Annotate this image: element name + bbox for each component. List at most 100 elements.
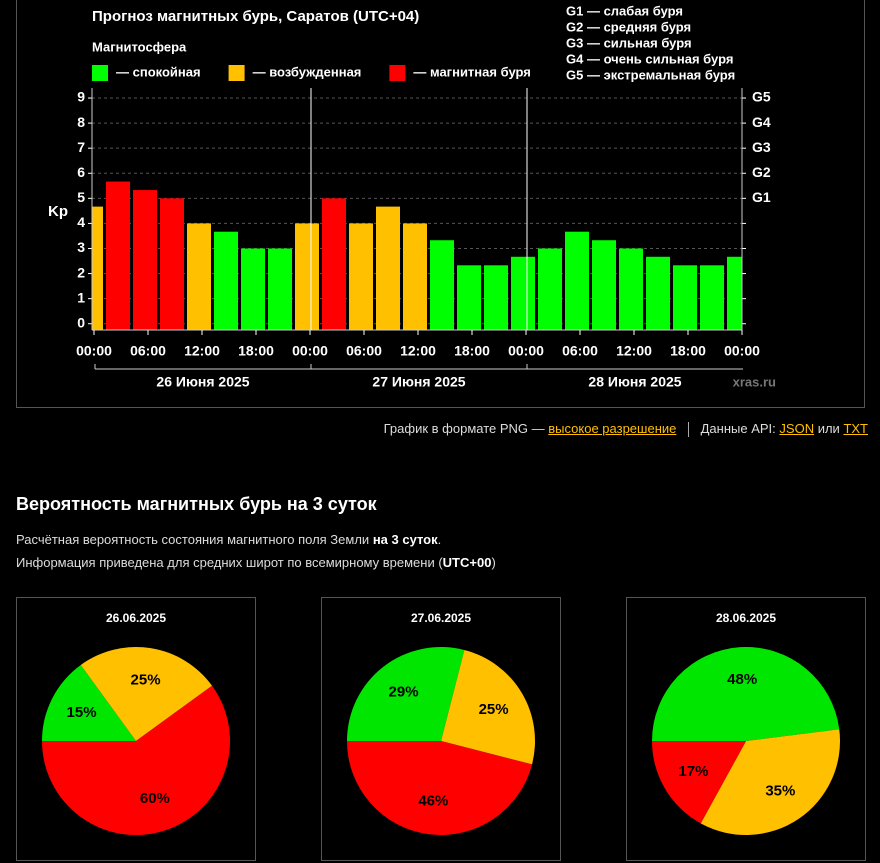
pie-label: 48% (727, 671, 757, 688)
separator (688, 422, 689, 438)
paragraph: Расчётная вероятность состояния магнитно… (16, 532, 441, 547)
bar (268, 248, 292, 330)
x-tick-label: 00:00 (724, 343, 760, 359)
chart-title: Прогноз магнитных бурь, Саратов (UTC+04) (92, 8, 419, 25)
text: Информация приведена для средних широт п… (16, 555, 443, 570)
y-tick-label: 0 (77, 314, 85, 330)
y-tick-label: 2 (77, 264, 85, 280)
pie-title: 27.06.2025 (411, 611, 471, 625)
legend-swatch (92, 65, 108, 81)
g-legend: G3 — сильная буря (566, 35, 692, 50)
y2-tick-label: G1 (752, 189, 771, 205)
y-tick-label: 6 (77, 164, 85, 180)
bar (430, 240, 454, 330)
day-label: 26 Июня 2025 (156, 374, 249, 390)
y-tick-label: 9 (77, 89, 85, 105)
pie-slice (42, 685, 231, 835)
pie-slice (652, 741, 746, 824)
g-legend: G1 — слабая буря (566, 3, 683, 18)
bar (619, 248, 643, 330)
pie-title: 28.06.2025 (716, 611, 776, 625)
y-tick-label: 4 (77, 214, 85, 230)
x-tick-label: 18:00 (454, 343, 490, 359)
pie-label: 46% (418, 793, 448, 810)
pie-chart: 28.06.2025 48% 35% 17% (652, 611, 840, 835)
y2-tick-label: G5 (752, 89, 771, 105)
bar (187, 223, 211, 330)
link[interactable]: высокое разрешение (548, 421, 677, 436)
pie-chart: 27.06.2025 29% 25% 46% (347, 611, 535, 835)
bar (673, 265, 697, 330)
pie-label: 29% (389, 684, 419, 701)
pie-slice (700, 729, 840, 835)
links: График в формате PNG — высокое разрешени… (384, 421, 868, 438)
legend-swatch (228, 65, 245, 81)
bold: UTC+00 (442, 555, 492, 570)
x-tick-label: 00:00 (76, 343, 112, 359)
x-tick-label: 06:00 (130, 343, 166, 359)
bar (349, 223, 373, 330)
x-tick-label: 18:00 (238, 343, 274, 359)
bar (376, 206, 400, 330)
text: Данные API: (700, 421, 776, 436)
y-tick-label: 7 (77, 139, 85, 155)
pie-slice (347, 741, 533, 835)
pie-box: 27.06.2025 29% 25% 46% (321, 597, 561, 861)
bar (592, 240, 616, 330)
bar (295, 223, 319, 330)
y-tick-label: 3 (77, 239, 85, 255)
link[interactable]: JSON (779, 421, 815, 436)
text: или (817, 421, 840, 436)
bar (646, 256, 670, 330)
bar (403, 223, 427, 330)
bar (322, 198, 346, 330)
bar (92, 206, 103, 330)
pie-slice (42, 664, 136, 741)
x-tick-label: 06:00 (562, 343, 598, 359)
pie-slice (347, 647, 465, 741)
y-axis-label: Kp (48, 203, 68, 220)
pie-slice (441, 649, 535, 765)
y-tick-label: 1 (77, 289, 85, 305)
pie-label: 25% (479, 701, 509, 718)
y2-tick-label: G2 (752, 164, 771, 180)
bar (241, 248, 265, 330)
bar (133, 190, 157, 330)
day-label: 27 Июня 2025 (372, 374, 465, 390)
text: Расчётная вероятность состояния магнитно… (16, 532, 370, 547)
bars (92, 181, 742, 330)
chart-frame (16, 0, 865, 408)
link[interactable]: TXT (843, 421, 868, 436)
g-legend: G4 — очень сильная буря (566, 51, 733, 66)
bar (538, 248, 562, 330)
pie-box: 28.06.2025 48% 35% 17% (626, 597, 866, 861)
bar (565, 231, 589, 330)
day-label: 28 Июня 2025 (588, 374, 681, 390)
legend-swatch (389, 65, 406, 81)
g-legend: G5 — экстремальная буря (566, 67, 735, 82)
x-tick-label: 12:00 (616, 343, 652, 359)
bar (484, 265, 508, 330)
pie-title: 26.06.2025 (106, 611, 166, 625)
kp-chart: Прогноз магнитных бурь, Саратов (UTC+04)… (48, 3, 776, 390)
bar (700, 265, 724, 330)
y2-tick-label: G3 (752, 139, 771, 155)
pie-label: 15% (67, 704, 97, 721)
bar (727, 256, 742, 330)
heading: Вероятность магнитных бурь на 3 суток (16, 494, 377, 514)
y-tick-label: 5 (77, 189, 85, 205)
legend-title: Магнитосфера (92, 39, 187, 54)
y-tick-label: 8 (77, 114, 85, 130)
bar (106, 181, 130, 330)
pie-box: 26.06.2025 15% 25% 60% (16, 597, 256, 861)
pie-label: 35% (765, 783, 795, 800)
legend-label: — спокойная (116, 64, 201, 79)
bar (214, 231, 238, 330)
pie-label: 60% (140, 790, 170, 807)
pie-label: 25% (131, 672, 161, 689)
bar (160, 198, 184, 330)
g-legend: G2 — средняя буря (566, 19, 691, 34)
paragraph: Информация приведена для средних широт п… (16, 555, 496, 570)
x-tick-label: 00:00 (508, 343, 544, 359)
